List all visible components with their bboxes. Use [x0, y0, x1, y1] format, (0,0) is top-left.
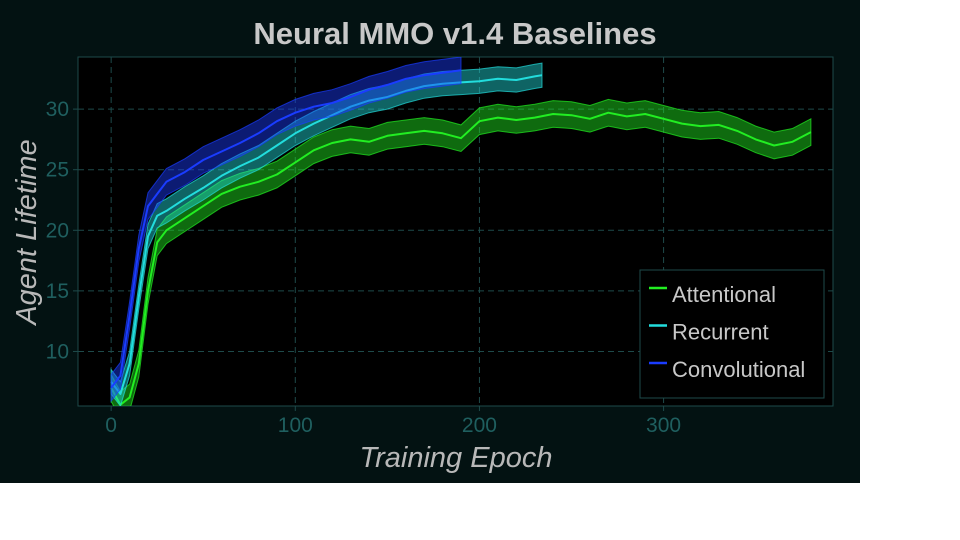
grid-lines	[78, 57, 833, 406]
x-axis-label: Training Epoch	[360, 442, 553, 474]
y-tick-label: 25	[46, 159, 69, 182]
series-layer	[110, 57, 812, 406]
chart-figure: Neural MMO v1.4 Baselines 0 100 200 300 10 1…	[0, 0, 860, 483]
legend-box	[639, 269, 825, 399]
series-band-attentional	[110, 98, 812, 406]
y-axis-label: Agent Lifetime	[11, 139, 43, 326]
legend-label-convolutional: Convolutional	[672, 357, 805, 382]
y-tick-label: 15	[46, 280, 69, 303]
y-tick-label: 30	[46, 98, 69, 121]
series-band-recurrent	[110, 62, 543, 406]
x-tick-label: 200	[462, 414, 497, 437]
y-tick-label: 10	[46, 340, 69, 363]
legend: Attentional Recurrent Convolutional	[639, 269, 825, 399]
series-band-convolutional	[110, 57, 462, 403]
x-tick-label: 0	[105, 414, 117, 437]
chart-title: Neural MMO v1.4 Baselines	[253, 16, 656, 51]
series-line-recurrent	[110, 74, 543, 395]
series-line-convolutional	[110, 69, 462, 389]
series-line-attentional	[110, 111, 812, 406]
chart-svg: Neural MMO v1.4 Baselines 0 100 200 300 101…	[11, 16, 834, 474]
x-tick-label: 100	[278, 414, 313, 437]
legend-items: Attentional Recurrent Convolutional	[649, 282, 805, 382]
legend-label-attentional: Attentional	[672, 282, 776, 307]
legend-label-recurrent: Recurrent	[672, 320, 769, 345]
y-axis-ticks: 10 15 20 25 30	[46, 98, 78, 363]
x-tick-label: 300	[646, 414, 681, 437]
y-tick-label: 20	[46, 219, 69, 242]
x-axis-ticks: 0 100 200 300	[105, 406, 681, 437]
